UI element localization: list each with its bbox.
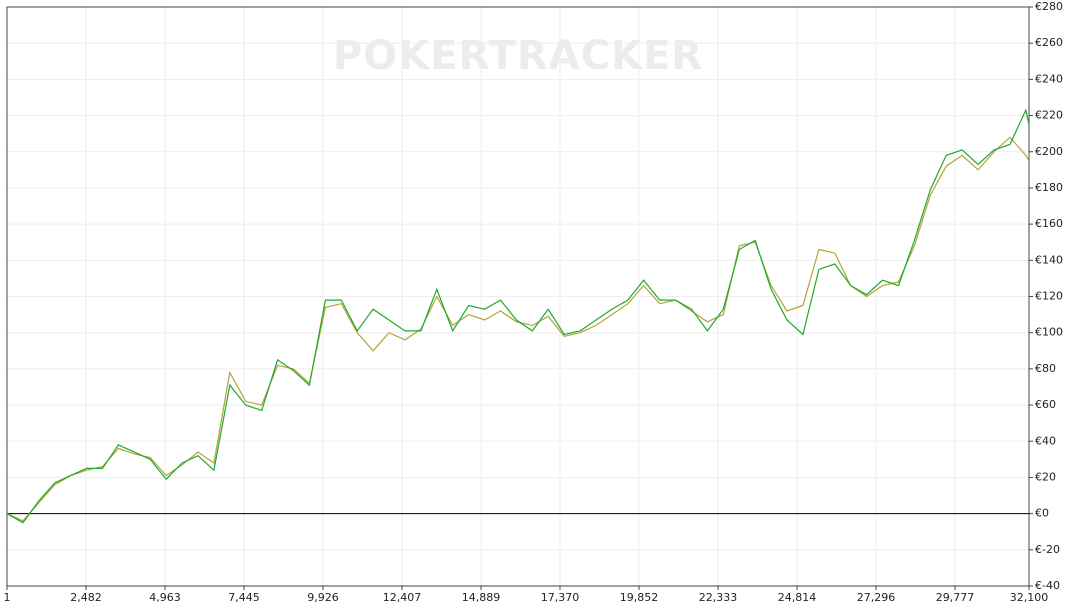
y-tick-label: €280 bbox=[1035, 0, 1063, 13]
x-tick-label: 14,889 bbox=[462, 591, 501, 604]
y-tick-label: €120 bbox=[1035, 290, 1063, 303]
series-line bbox=[6, 136, 1030, 522]
watermark: POKERTRACKER bbox=[333, 33, 703, 79]
x-tick-label: 29,777 bbox=[936, 591, 975, 604]
y-tick-label: €260 bbox=[1035, 36, 1063, 49]
y-tick-label: €-20 bbox=[1035, 543, 1060, 556]
series-line bbox=[6, 108, 1030, 524]
x-tick-label: 1 bbox=[4, 591, 11, 604]
y-tick-label: €220 bbox=[1035, 109, 1063, 122]
y-tick-label: €180 bbox=[1035, 181, 1063, 194]
y-tick-label: €20 bbox=[1035, 470, 1056, 483]
y-tick-label: €240 bbox=[1035, 72, 1063, 85]
x-tick-label: 2,482 bbox=[70, 591, 102, 604]
x-tick-label: 7,445 bbox=[228, 591, 260, 604]
x-tick-label: 4,963 bbox=[149, 591, 181, 604]
plot-frame bbox=[6, 6, 1030, 587]
x-tick-label: 27,296 bbox=[857, 591, 896, 604]
y-tick-label: €40 bbox=[1035, 434, 1056, 447]
x-tick-label: 24,814 bbox=[778, 591, 817, 604]
x-tick-label: 9,926 bbox=[307, 591, 339, 604]
y-tick-label: €-40 bbox=[1035, 579, 1060, 592]
y-tick-label: €140 bbox=[1035, 253, 1063, 266]
x-tick-label: 22,333 bbox=[699, 591, 738, 604]
y-tick-label: €100 bbox=[1035, 326, 1063, 339]
y-tick-label: €160 bbox=[1035, 217, 1063, 230]
y-tick-label: €200 bbox=[1035, 145, 1063, 158]
y-tick-label: €80 bbox=[1035, 362, 1056, 375]
x-tick-label: 32,100 bbox=[1010, 591, 1049, 604]
x-tick-label: 17,370 bbox=[541, 591, 580, 604]
x-tick-label: 12,407 bbox=[383, 591, 422, 604]
y-tick-label: €60 bbox=[1035, 398, 1056, 411]
x-tick-label: 19,852 bbox=[620, 591, 659, 604]
y-tick-label: €0 bbox=[1035, 507, 1049, 520]
